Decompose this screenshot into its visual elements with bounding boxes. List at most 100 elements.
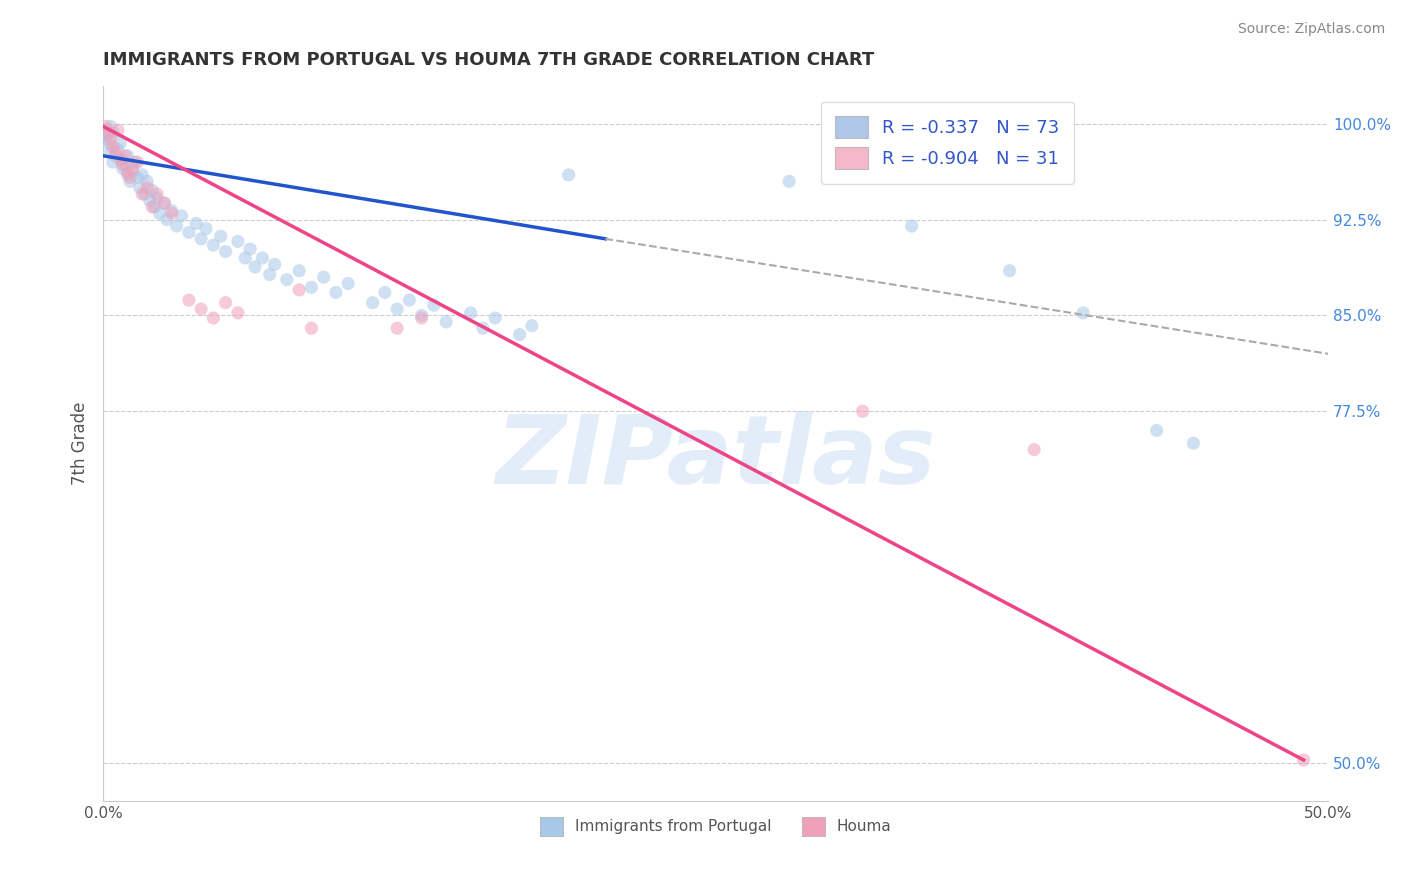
Point — [1024, 442, 1046, 457]
Point — [114, 158, 136, 172]
Point — [146, 187, 169, 202]
Point — [114, 149, 136, 163]
Point — [998, 264, 1021, 278]
Point — [325, 285, 347, 300]
Point — [101, 126, 124, 140]
Point — [226, 306, 249, 320]
Point — [226, 235, 249, 249]
Point — [190, 232, 212, 246]
Point — [141, 200, 163, 214]
Point — [136, 174, 159, 188]
Point — [156, 212, 179, 227]
Point — [136, 180, 159, 194]
Point — [520, 318, 543, 333]
Point — [148, 206, 170, 220]
Point — [138, 194, 160, 208]
Point — [120, 174, 142, 188]
Point — [263, 257, 285, 271]
Point — [276, 273, 298, 287]
Text: IMMIGRANTS FROM PORTUGAL VS HOUMA 7TH GRADE CORRELATION CHART: IMMIGRANTS FROM PORTUGAL VS HOUMA 7TH GR… — [103, 51, 875, 69]
Point — [128, 180, 150, 194]
Point — [209, 229, 232, 244]
Text: ZIPatlas: ZIPatlas — [495, 411, 936, 504]
Point — [111, 161, 134, 176]
Point — [177, 293, 200, 307]
Point — [127, 155, 149, 169]
Point — [288, 283, 311, 297]
Point — [160, 206, 183, 220]
Point — [385, 301, 408, 316]
Point — [852, 404, 875, 418]
Point — [195, 221, 218, 235]
Point — [288, 264, 311, 278]
Point — [97, 126, 120, 140]
Point — [100, 132, 122, 146]
Point — [117, 149, 139, 163]
Point — [337, 277, 360, 291]
Point — [259, 268, 281, 282]
Point — [202, 311, 225, 326]
Point — [107, 123, 129, 137]
Point — [134, 187, 156, 202]
Point — [143, 200, 166, 214]
Point — [101, 155, 124, 169]
Point — [202, 238, 225, 252]
Point — [252, 251, 274, 265]
Point — [107, 142, 129, 156]
Y-axis label: 7th Grade: 7th Grade — [72, 401, 89, 485]
Point — [233, 251, 256, 265]
Point — [509, 327, 531, 342]
Point — [186, 217, 208, 231]
Point — [411, 309, 433, 323]
Point — [374, 285, 396, 300]
Point — [243, 260, 266, 274]
Point — [900, 219, 922, 233]
Point — [460, 306, 482, 320]
Point — [117, 168, 139, 182]
Point — [398, 293, 420, 307]
Point — [312, 270, 335, 285]
Point — [1146, 424, 1168, 438]
Point — [101, 140, 124, 154]
Point — [177, 226, 200, 240]
Point — [100, 120, 122, 134]
Point — [1071, 306, 1094, 320]
Point — [121, 161, 143, 176]
Point — [146, 191, 169, 205]
Point — [434, 315, 457, 329]
Point — [111, 153, 134, 167]
Point — [97, 136, 120, 150]
Point — [484, 311, 506, 326]
Point — [190, 301, 212, 316]
Point — [153, 196, 176, 211]
Point — [141, 183, 163, 197]
Text: Source: ZipAtlas.com: Source: ZipAtlas.com — [1237, 22, 1385, 37]
Point — [214, 295, 236, 310]
Point — [160, 203, 183, 218]
Point — [385, 321, 408, 335]
Point — [110, 136, 132, 150]
Point — [299, 280, 322, 294]
Point — [111, 158, 134, 172]
Point — [411, 311, 433, 326]
Point — [153, 196, 176, 211]
Point — [100, 145, 122, 159]
Point — [239, 242, 262, 256]
Point — [423, 298, 446, 312]
Point — [166, 219, 188, 233]
Point — [104, 145, 127, 159]
Point — [117, 165, 139, 179]
Point — [131, 187, 153, 202]
Point — [1182, 436, 1205, 450]
Point — [124, 155, 146, 169]
Point — [299, 321, 322, 335]
Point — [361, 295, 384, 310]
Point — [1292, 753, 1315, 767]
Point — [110, 153, 132, 167]
Point — [127, 170, 149, 185]
Point — [778, 174, 800, 188]
Point — [131, 168, 153, 182]
Point — [121, 164, 143, 178]
Point — [94, 123, 117, 137]
Point — [94, 120, 117, 134]
